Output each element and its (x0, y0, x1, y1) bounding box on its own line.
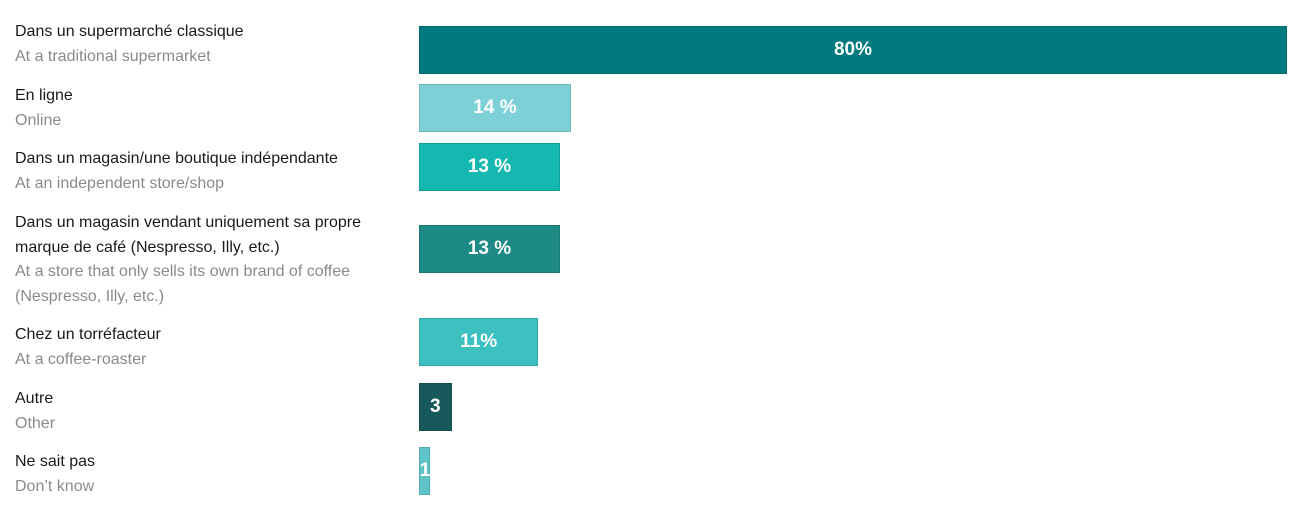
value-label: 80% (833, 39, 873, 60)
bar (419, 84, 571, 132)
value-label: 11% (460, 331, 498, 352)
value-label: 14 % (473, 97, 517, 118)
category-sublabel: At a traditional supermarket (15, 47, 211, 65)
category-sublabel: At an independent store/shop (15, 174, 225, 192)
category-sublabel: Other (15, 414, 56, 432)
row-label: Ne sait pas Don’t know (15, 450, 407, 499)
bar (419, 318, 539, 366)
row-label: Dans un supermarché classique At a tradit… (15, 20, 407, 69)
row-label: Dans un magasin/une boutique indépendant… (15, 147, 407, 196)
row-label: Autre Other (15, 387, 407, 436)
value-label: 1 (419, 460, 431, 481)
bar (419, 383, 452, 431)
row-label: En ligne Online (15, 84, 407, 133)
bar (419, 447, 430, 495)
category-sublabel: Online (15, 111, 62, 129)
category-label: Chez un torréfacteur (15, 326, 161, 343)
value-label: 3 (429, 396, 441, 417)
category-sublabel: At a store that only sells its own brand… (15, 263, 350, 305)
category-sublabel: At a coffee-roaster (15, 350, 147, 368)
category-sublabel: Don’t know (15, 477, 95, 495)
row-label: Chez un torréfacteur At a coffee-roaster (15, 323, 407, 372)
bar (419, 225, 561, 273)
category-label: Dans un supermarché classique (15, 23, 244, 40)
value-label: 13 % (467, 238, 512, 259)
category-label: Dans un magasin/une boutique indépendant… (15, 150, 338, 167)
bar (419, 26, 1287, 74)
bar (419, 143, 561, 191)
category-label: Ne sait pas (15, 453, 96, 470)
row-label: Dans un magasin vendant uniquement sa pr… (15, 211, 407, 309)
category-label: En ligne (15, 87, 73, 104)
value-label: 13 % (467, 156, 512, 177)
category-label: Autre (15, 390, 54, 407)
category-label: Dans un magasin vendant uniquement sa pr… (15, 214, 361, 256)
